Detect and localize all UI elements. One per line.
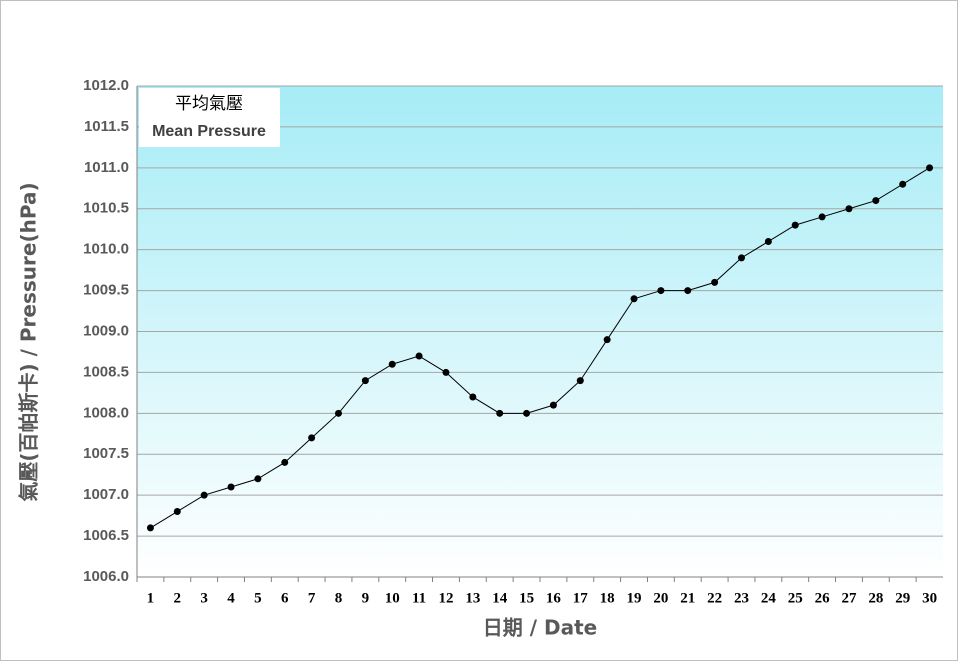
y-tick-label: 1009.5 [83,282,129,299]
x-tick-label: 4 [227,590,235,606]
x-tick-label: 15 [519,590,534,606]
x-tick-label: 14 [492,590,508,606]
y-tick-label: 1008.5 [83,363,129,380]
x-tick-label: 9 [362,590,370,606]
y-tick-label: 1009.0 [83,322,129,339]
marker [764,237,772,245]
y-tick-label: 1006.5 [83,527,129,544]
x-tick-label: 24 [761,590,777,606]
title-box [139,88,280,147]
x-tick-label: 29 [895,590,910,606]
x-tick-label: 8 [335,590,343,606]
marker [200,491,208,499]
marker [926,164,934,172]
x-tick-label: 11 [412,590,426,606]
marker [335,409,342,417]
marker [899,180,907,188]
x-tick-label: 5 [254,590,262,606]
marker [496,409,504,417]
marker [442,368,450,376]
x-tick-label: 25 [788,590,803,606]
marker [281,458,289,466]
x-tick-label: 17 [573,590,589,606]
x-tick-label: 30 [922,590,937,606]
marker [146,524,154,532]
x-tick-label: 22 [707,590,722,606]
y-tick-label: 1010.5 [83,200,129,217]
x-tick-label: 23 [734,590,749,606]
marker [791,221,799,229]
x-tick-label: 27 [841,590,857,606]
y-tick-label: 1008.0 [83,404,129,421]
x-tick-label: 18 [600,590,615,606]
x-tick-label: 6 [281,590,289,606]
y-tick-label: 1010.0 [83,241,129,258]
x-tick-label: 19 [627,590,642,606]
chart-title: 平均氣壓 [175,94,243,114]
x-tick-label: 28 [868,590,883,606]
marker [388,360,396,368]
marker [549,401,557,409]
marker [576,377,584,385]
x-tick-label: 7 [308,590,316,606]
marker [308,434,316,442]
x-tick-label: 10 [385,590,400,606]
x-tick-label: 3 [200,590,208,606]
marker [738,254,745,262]
chart-subtitle: Mean Pressure [152,123,266,140]
marker [684,287,692,295]
y-tick-label: 1007.0 [83,486,129,503]
marker [254,475,262,483]
marker [415,352,423,360]
x-tick-label: 21 [680,590,695,606]
marker [845,205,853,213]
y-tick-label: 1012.0 [83,77,129,94]
marker [872,197,880,205]
x-tick-label: 2 [174,590,182,606]
marker [818,213,826,221]
x-tick-label: 16 [546,590,562,606]
marker [711,278,719,286]
marker [657,287,665,295]
y-axis-label: 氣壓(百帕斯卡) / Pressure(hPa) [17,182,41,501]
y-tick-label: 1007.5 [83,445,129,462]
marker [603,336,611,344]
y-tick-label: 1011.0 [84,159,129,176]
x-tick-label: 12 [438,590,453,606]
line [150,167,930,529]
x-tick-label: 1 [147,590,155,606]
marker [630,295,638,303]
x-tick-label: 20 [653,590,668,606]
marker [173,508,181,516]
x-axis-label: 日期 / Date [483,616,597,640]
marker [523,409,531,417]
y-tick-label: 1006.0 [83,568,129,585]
y-tick-label: 1011.5 [84,118,129,135]
marker [361,377,369,385]
marker [469,393,477,401]
marker [227,483,235,491]
x-tick-label: 26 [815,590,831,606]
x-tick-label: 13 [465,590,480,606]
